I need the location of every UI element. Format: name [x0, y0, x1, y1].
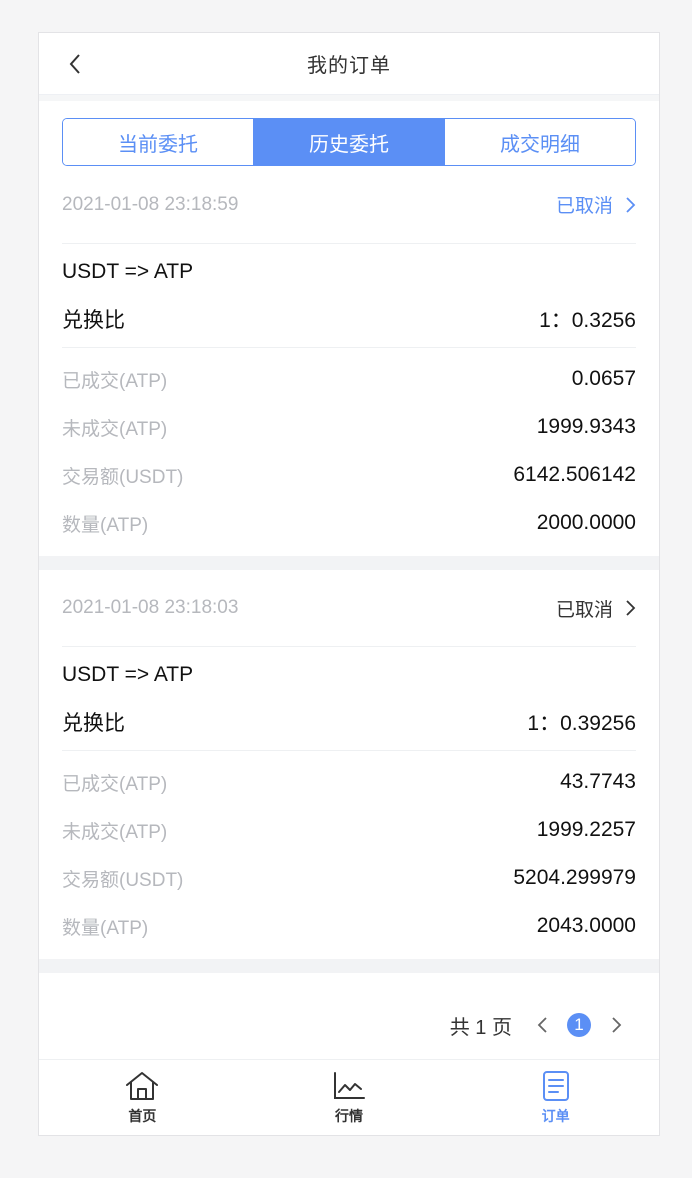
- ratio-row: 兑换比 1：0.39256: [62, 693, 636, 751]
- tabbar-home-label: 首页: [128, 1108, 157, 1124]
- divider: [39, 959, 659, 973]
- unfilled-label: 未成交(ATP): [62, 821, 168, 843]
- amount-value: 5204.299979: [513, 866, 636, 889]
- order-pair: USDT => ATP: [62, 260, 194, 283]
- page-number-current[interactable]: 1: [567, 1013, 591, 1037]
- tab-history-orders[interactable]: 历史委托: [253, 119, 444, 165]
- order-status: 已取消: [555, 599, 613, 621]
- ratio-value: 1：0.39256: [527, 711, 636, 735]
- tabs-section: 当前委托 历史委托 成交明细: [39, 101, 659, 166]
- chevron-left-icon: [69, 54, 80, 74]
- tabbar-orders-label: 订单: [541, 1108, 570, 1124]
- order-time: 2021-01-08 23:18:59: [62, 193, 239, 215]
- app-window: 我的订单 当前委托 历史委托 成交明细 2021-01-08 23:18:59 …: [38, 32, 660, 1136]
- order-details: 已成交(ATP) 43.7743 未成交(ATP) 1999.2257 交易额(…: [62, 751, 636, 959]
- order-card: 2021-01-08 23:18:03 已取消 USDT => ATP 兑换比 …: [39, 570, 659, 959]
- order-status-link[interactable]: 已取消: [556, 595, 636, 622]
- prev-page-button[interactable]: [534, 1016, 550, 1034]
- tab-current-orders[interactable]: 当前委托: [63, 119, 253, 165]
- detail-row-amount: 交易额(USDT) 6142.506142: [62, 451, 636, 499]
- order-status-link[interactable]: 已取消: [556, 191, 636, 218]
- chevron-right-icon: [626, 600, 636, 616]
- order-details: 已成交(ATP) 0.0657 未成交(ATP) 1999.9343 交易额(U…: [62, 348, 636, 556]
- tabbar-market[interactable]: 行情: [246, 1060, 453, 1135]
- amount-value: 6142.506142: [513, 463, 636, 486]
- filled-value: 0.0657: [571, 367, 636, 390]
- chevron-right-icon: [626, 196, 636, 213]
- top-nav-bar: 我的订单: [39, 33, 659, 95]
- filled-label: 已成交(ATP): [62, 773, 168, 795]
- order-status: 已取消: [555, 196, 613, 217]
- detail-row-amount: 交易额(USDT) 5204.299979: [62, 854, 636, 902]
- page-title: 我的订单: [307, 55, 391, 77]
- detail-row-unfilled: 未成交(ATP) 1999.2257: [62, 806, 636, 854]
- chevron-right-icon: [611, 1017, 621, 1033]
- detail-row-filled: 已成交(ATP) 0.0657: [62, 355, 636, 403]
- quantity-value: 2000.0000: [536, 511, 636, 534]
- quantity-label: 数量(ATP): [62, 514, 149, 536]
- tab-trade-details[interactable]: 成交明细: [444, 119, 635, 165]
- unfilled-value: 1999.2257: [536, 818, 636, 841]
- next-page-button[interactable]: [608, 1016, 624, 1034]
- chart-icon: [334, 1072, 365, 1099]
- order-header: 2021-01-08 23:18:03 已取消: [62, 570, 636, 647]
- unfilled-label: 未成交(ATP): [62, 418, 168, 440]
- home-icon: [126, 1072, 159, 1100]
- divider: [39, 556, 659, 570]
- filled-value: 43.7743: [560, 770, 636, 793]
- order-pair: USDT => ATP: [62, 663, 194, 686]
- ratio-label: 兑换比: [62, 308, 125, 332]
- order-header: 2021-01-08 23:18:59 已取消: [62, 166, 636, 244]
- ratio-label: 兑换比: [62, 711, 125, 735]
- bottom-tab-bar: 首页 行情 订单: [39, 1059, 659, 1135]
- detail-row-quantity: 数量(ATP) 2043.0000: [62, 902, 636, 950]
- order-card: 2021-01-08 23:18:59 已取消 USDT => ATP 兑换比 …: [39, 166, 659, 556]
- chevron-left-icon: [537, 1017, 547, 1033]
- amount-label: 交易额(USDT): [62, 466, 184, 488]
- back-button[interactable]: [63, 51, 87, 77]
- order-icon: [542, 1071, 569, 1101]
- unfilled-value: 1999.9343: [536, 415, 636, 438]
- ratio-row: 兑换比 1：0.3256: [62, 290, 636, 348]
- quantity-value: 2043.0000: [536, 914, 636, 937]
- order-tabs: 当前委托 历史委托 成交明细: [62, 118, 636, 166]
- tabbar-home[interactable]: 首页: [39, 1060, 246, 1135]
- ratio-value: 1：0.3256: [539, 308, 636, 332]
- tabbar-market-label: 行情: [335, 1108, 363, 1124]
- detail-row-unfilled: 未成交(ATP) 1999.9343: [62, 403, 636, 451]
- order-time: 2021-01-08 23:18:03: [62, 597, 239, 618]
- detail-row-quantity: 数量(ATP) 2000.0000: [62, 499, 636, 547]
- quantity-label: 数量(ATP): [62, 917, 149, 939]
- amount-label: 交易额(USDT): [62, 869, 184, 891]
- page-total: 共 1 页: [449, 1016, 512, 1039]
- detail-row-filled: 已成交(ATP) 43.7743: [62, 758, 636, 806]
- tabbar-orders[interactable]: 订单: [452, 1060, 659, 1135]
- filled-label: 已成交(ATP): [62, 370, 168, 392]
